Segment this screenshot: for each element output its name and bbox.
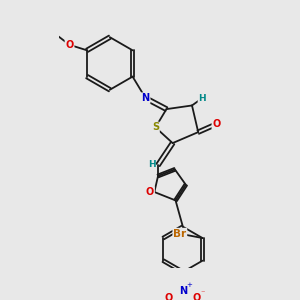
Text: N: N xyxy=(142,93,150,103)
Text: O: O xyxy=(65,40,74,50)
Text: +: + xyxy=(187,282,192,288)
Text: S: S xyxy=(152,122,159,132)
Text: O: O xyxy=(165,292,173,300)
Text: O: O xyxy=(212,119,220,129)
Text: O: O xyxy=(146,187,154,197)
Text: Br: Br xyxy=(173,229,186,239)
Text: H: H xyxy=(198,94,206,103)
Text: H: H xyxy=(148,160,155,169)
Text: N: N xyxy=(179,286,187,296)
Text: ⁻: ⁻ xyxy=(200,289,205,298)
Text: O: O xyxy=(193,292,201,300)
